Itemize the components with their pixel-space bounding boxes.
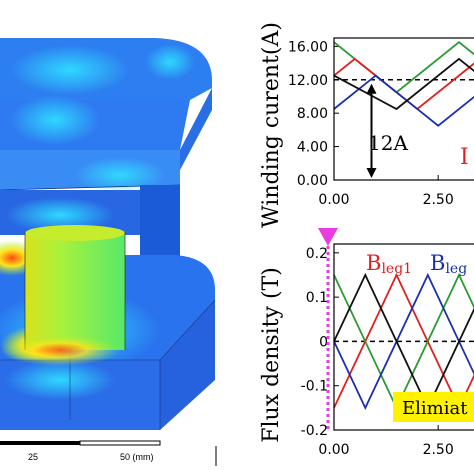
time-marker-triangle: [318, 228, 338, 246]
12a-arrow-head-up: [366, 83, 377, 94]
flux-plot-frame: [333, 243, 474, 431]
series-line-2: [333, 272, 474, 411]
flux-ticks: 0.2 0.1 0 -0.1 -0.2 0.00 2.50: [301, 246, 454, 458]
12a-arrow-head-down: [366, 168, 377, 178]
current-series: [333, 41, 474, 127]
top-plate-hotspot: [10, 45, 130, 95]
current-y-label: Winding curent(A): [259, 22, 284, 228]
current-symbol: I: [460, 145, 469, 170]
y-tick-label: 12.00: [288, 73, 328, 89]
series-line-4: [333, 272, 474, 411]
top-plate-hotspot-2: [145, 44, 195, 80]
x-tick-label: 2.50: [423, 442, 454, 458]
flux-y-label: Flux density (T): [259, 267, 284, 443]
legend-bleg1-sub: leg1: [381, 261, 412, 277]
current-ticks: 0.00 4.00 8.00 12.00 16.00 0.00 2.50: [288, 39, 454, 208]
y-tick-label: 0.1: [306, 290, 328, 306]
eliminate-banner: [393, 392, 474, 422]
series-line-3: [333, 74, 474, 127]
center-cylinder: [25, 232, 125, 350]
x-tick-label: 2.50: [423, 192, 454, 208]
x-tick-label: 0.00: [318, 442, 349, 458]
eliminate-banner-text: Elimiat: [402, 398, 468, 419]
series-line-1: [333, 41, 474, 94]
flux-legend: Bleg1 Bleg: [366, 251, 467, 277]
scale-label-25: 25: [28, 452, 38, 462]
cylinder-top: [25, 225, 125, 241]
12a-label: 12A: [368, 131, 408, 155]
current-plot-frame: [333, 37, 474, 181]
bottom-plate-right-face: [160, 300, 215, 430]
fem-contour-view: 25 50 (mm): [0, 38, 217, 466]
y-tick-label: 0.00: [297, 173, 328, 189]
x-tick-label: 0.00: [318, 192, 349, 208]
window-glow: [5, 197, 115, 233]
top-plate-front-hotspot-2: [75, 157, 165, 193]
legend-bleg2-sub: leg: [445, 261, 467, 277]
scale-bar-black: [0, 441, 80, 445]
top-plate-right-face: [180, 88, 212, 170]
current-chart: Winding curent(A) 0.00 4.00 8.00 12.00 16.00…: [259, 22, 474, 228]
legend-bleg1-main: B: [366, 251, 381, 275]
legend-bleg2: Bleg: [430, 251, 467, 277]
y-tick-label: 0.2: [306, 246, 328, 262]
y-tick-label: -0.1: [301, 379, 328, 395]
scale-bar: 25 50 (mm): [0, 440, 161, 462]
y-tick-label: -0.2: [301, 423, 328, 439]
y-tick-label: 4.00: [297, 140, 328, 156]
y-tick-label: 0: [319, 334, 328, 350]
back-leg: [140, 185, 180, 260]
top-plate-front-hotspot: [10, 95, 100, 145]
series-line-4: [333, 57, 474, 111]
scale-bar-white: [79, 440, 161, 446]
scale-label-50: 50 (mm): [120, 452, 154, 462]
y-tick-label: 16.00: [288, 39, 328, 55]
flux-chart: Flux density (T) 0.2 0.1 0 -0.1 -0.2 0.00 2.50…: [259, 228, 474, 458]
y-tick-label: 8.00: [297, 106, 328, 122]
bottom-plate-front-glow: [5, 360, 115, 400]
flux-series: [333, 272, 474, 411]
series-line-2: [333, 57, 474, 111]
legend-bleg2-main: B: [430, 251, 445, 275]
annotation-12a: 12A: [366, 83, 408, 178]
cylinder-outline: [24, 232, 126, 350]
cylinder-base-glow: [0, 334, 120, 366]
legend-bleg1: Bleg1: [366, 251, 412, 277]
